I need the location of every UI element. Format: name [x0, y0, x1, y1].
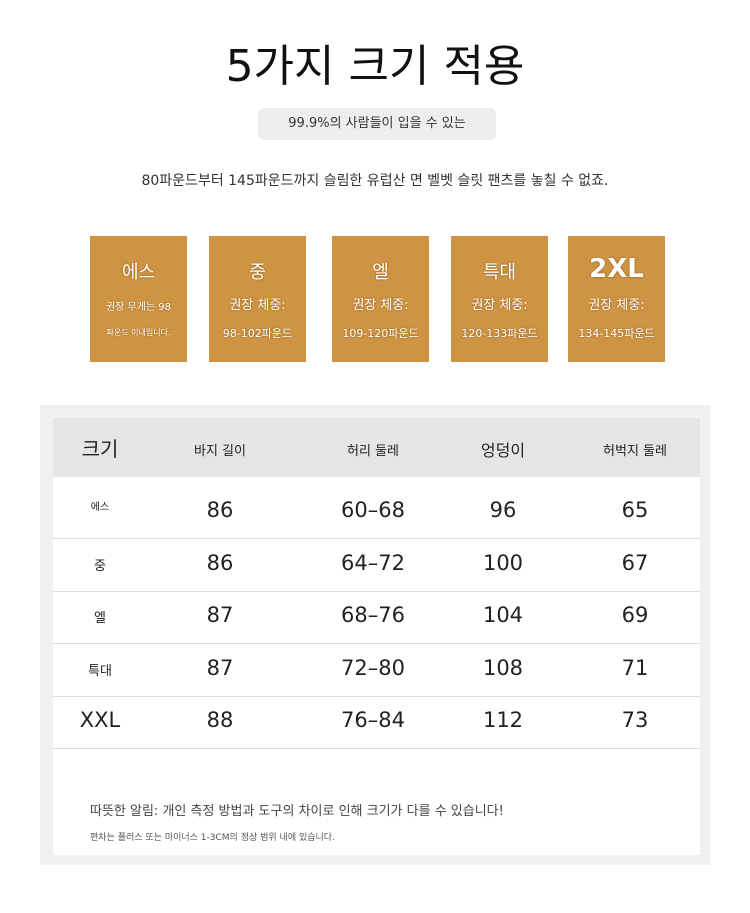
- table-row: [53, 486, 700, 539]
- table-row: [53, 696, 700, 749]
- size-card-name: 엘: [372, 262, 389, 283]
- size-card-line2: 98-102파운드: [222, 327, 293, 340]
- column-header: 허리 둘레: [347, 444, 399, 459]
- column-header: 엉덩이: [480, 441, 526, 460]
- measurement-cell: 100: [482, 550, 524, 575]
- warm-notice: 따뜻한 알림: 개인 측정 방법과 도구의 차이로 인해 크기가 다를 수 있습…: [90, 804, 504, 819]
- measurement-cell: 88: [206, 708, 234, 732]
- size-label: 에스: [90, 502, 110, 513]
- table-row: [53, 591, 700, 644]
- page-title: 5가지 크기 적용: [225, 41, 525, 92]
- size-card-line1: 권장 체중:: [229, 298, 286, 313]
- size-card: 특대 권장 체중: 120-133파운드: [451, 236, 548, 362]
- subtitle: 80파운드부터 145파운드까지 슬림한 유럽산 면 벨벳 슬릿 팬츠를 놓칠 …: [141, 173, 609, 189]
- tagline-pill: 99.9%의 사람들이 입을 수 있는: [258, 108, 496, 140]
- measurement-cell: 86: [206, 498, 234, 522]
- table-row: [53, 644, 700, 697]
- size-label: XXL: [79, 708, 121, 732]
- size-card: 에스 권장 무게는 98 파운드 이내입니다.: [90, 236, 187, 362]
- measurement-cell: 87: [206, 655, 234, 680]
- size-card: 2XL 권장 체중: 134-145파운드: [568, 236, 665, 362]
- size-label: 특대: [88, 663, 112, 679]
- size-card-line2: 파운드 이내입니다.: [106, 328, 171, 337]
- measurement-cell: 64–72: [341, 550, 405, 575]
- measurement-cell: 87: [206, 603, 234, 627]
- measurement-cell: 68–76: [341, 603, 405, 627]
- size-card-line1: 권장 체중:: [471, 298, 528, 313]
- size-card: 엘 권장 체중: 109-120파운드: [332, 236, 429, 362]
- measurement-cell: 73: [621, 708, 649, 732]
- measurement-cell: 104: [482, 603, 524, 627]
- size-card: 중 권장 체중: 98-102파운드: [209, 236, 306, 362]
- measurement-cell: 71: [621, 655, 649, 680]
- measurement-cell: 108: [482, 655, 524, 680]
- measurement-cell: 72–80: [341, 655, 405, 680]
- size-label: 엘: [94, 611, 106, 626]
- size-label: 중: [94, 558, 106, 574]
- measurement-cell: 96: [489, 498, 517, 522]
- measurement-cell: 76–84: [341, 708, 405, 732]
- measurement-cell: 112: [482, 708, 524, 732]
- column-header: 바지 길이: [194, 444, 246, 459]
- column-header: 크기: [81, 437, 119, 461]
- measurement-cell: 65: [621, 498, 649, 522]
- table-row: [53, 539, 700, 592]
- column-header: 허벅지 둘레: [603, 444, 667, 459]
- size-card-name: 2XL: [589, 254, 644, 284]
- size-table: [53, 418, 700, 855]
- size-card-line2: 120-133파운드: [461, 327, 538, 340]
- size-card-name: 중: [249, 262, 266, 283]
- size-card-line1: 권장 체중:: [352, 298, 409, 313]
- size-card-line2: 109-120파운드: [342, 327, 419, 340]
- measurement-cell: 86: [206, 550, 234, 575]
- size-card-name: 특대: [482, 262, 517, 283]
- size-card-line2: 134-145파운드: [578, 327, 655, 340]
- size-table-header: [53, 418, 700, 477]
- measurement-cell: 67: [621, 550, 649, 575]
- measurement-cell: 60–68: [341, 498, 405, 522]
- size-card-name: 에스: [121, 262, 156, 283]
- measurement-cell: 69: [621, 603, 649, 627]
- deviation-note: 편차는 플러스 또는 마이너스 1-3CM의 정상 범위 내에 있습니다.: [90, 833, 335, 843]
- size-card-line1: 권장 무게는 98: [105, 302, 172, 313]
- size-card-line1: 권장 체중:: [588, 298, 645, 313]
